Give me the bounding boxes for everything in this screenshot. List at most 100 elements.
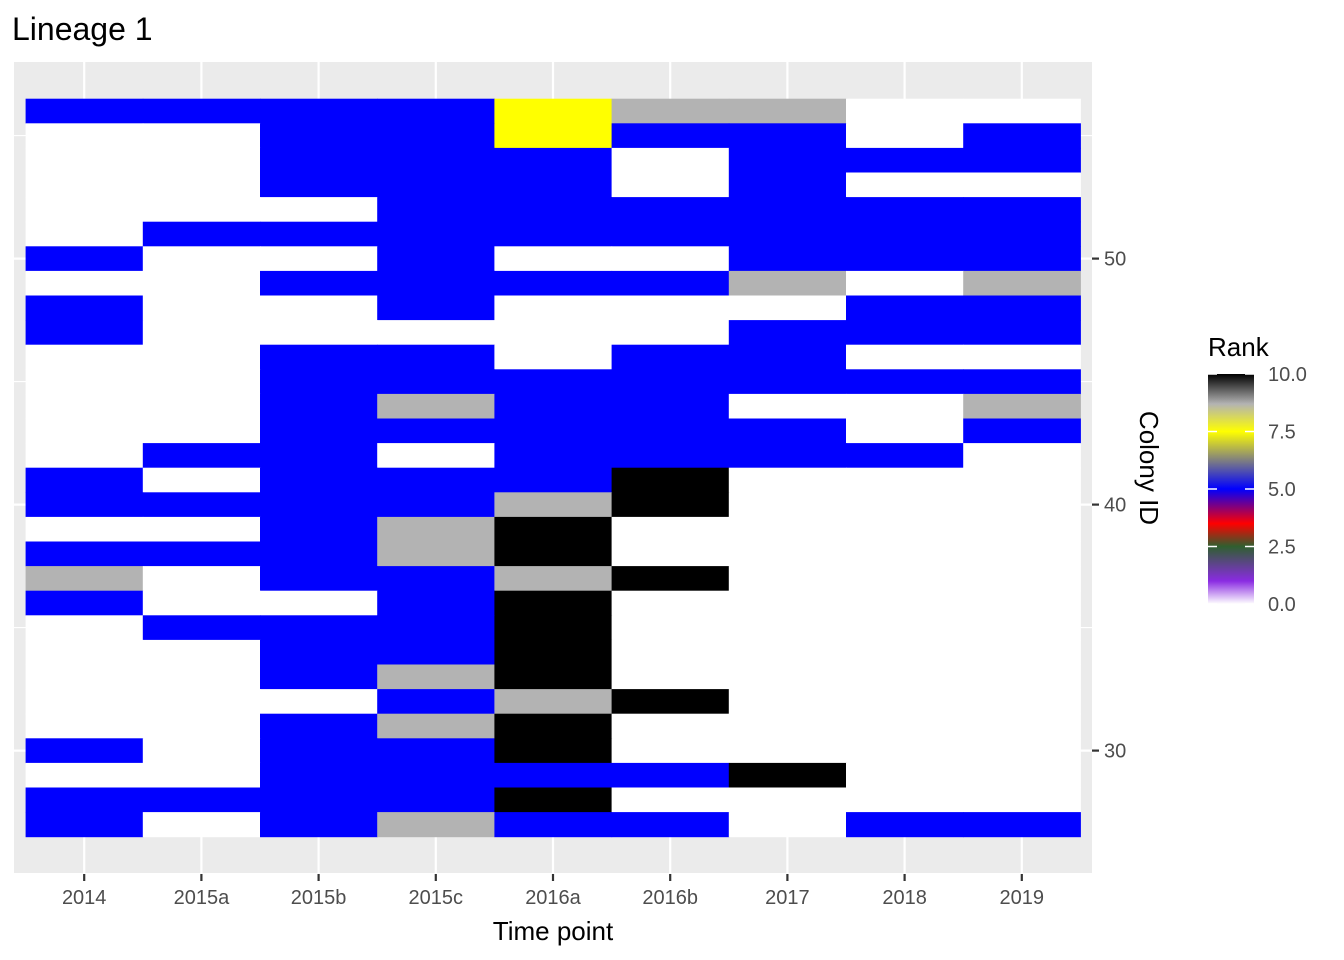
heatmap-cell bbox=[728, 713, 847, 739]
heatmap-cell bbox=[260, 492, 378, 518]
heatmap-cell bbox=[611, 664, 730, 690]
heatmap-cell bbox=[611, 295, 730, 321]
heatmap-cell bbox=[846, 812, 964, 838]
heatmap-cell bbox=[494, 221, 613, 247]
legend-tick-label: 2.5 bbox=[1268, 537, 1296, 559]
heatmap-cell bbox=[846, 516, 964, 542]
heatmap-cell bbox=[377, 812, 495, 838]
heatmap-cell bbox=[142, 787, 261, 813]
heatmap-cell bbox=[260, 369, 378, 395]
heatmap-cell bbox=[728, 418, 847, 444]
y-axis: 30 40 50 bbox=[1092, 249, 1126, 763]
heatmap-cell bbox=[25, 123, 144, 149]
heatmap-cell bbox=[260, 590, 378, 616]
heatmap-cell bbox=[377, 492, 495, 518]
heatmap-cell bbox=[260, 197, 378, 223]
heatmap-cell bbox=[377, 123, 495, 149]
heatmap-cell bbox=[25, 787, 144, 813]
heatmap-cell bbox=[25, 197, 144, 223]
heatmap-cell bbox=[963, 590, 1081, 616]
heatmap-cell bbox=[377, 738, 495, 764]
heatmap-cell bbox=[142, 172, 261, 198]
legend: Rank 0.0 2.5 5.0 7.5 10.0 bbox=[1208, 332, 1307, 616]
heatmap-cell bbox=[963, 270, 1081, 296]
heatmap-cell bbox=[142, 639, 261, 665]
heatmap-cell bbox=[846, 615, 964, 641]
heatmap-cell bbox=[494, 492, 613, 518]
heatmap-cell bbox=[846, 295, 964, 321]
heatmap-cell bbox=[142, 812, 261, 838]
heatmap-cell bbox=[728, 393, 847, 419]
heatmap-cell bbox=[611, 344, 730, 370]
heatmap-cell bbox=[377, 467, 495, 493]
heatmap-cell bbox=[494, 541, 613, 567]
heatmap-cell bbox=[494, 664, 613, 690]
heatmap-cell bbox=[963, 98, 1081, 124]
heatmap-cell bbox=[611, 516, 730, 542]
heatmap-cell bbox=[377, 689, 495, 715]
heatmap-cell bbox=[611, 320, 730, 346]
x-tick-label: 2014 bbox=[62, 887, 107, 909]
heatmap-cell bbox=[611, 147, 730, 173]
heatmap-cell bbox=[846, 320, 964, 346]
heatmap-cell bbox=[728, 147, 847, 173]
heatmap-cell bbox=[377, 246, 495, 272]
heatmap-cell bbox=[377, 270, 495, 296]
heatmap-cell bbox=[611, 615, 730, 641]
heatmap-cell bbox=[25, 393, 144, 419]
heatmap-cell bbox=[260, 147, 378, 173]
heatmap-cell bbox=[611, 787, 730, 813]
x-tick-label: 2016b bbox=[642, 887, 698, 909]
heatmap-cell bbox=[142, 418, 261, 444]
heatmap-cell bbox=[494, 172, 613, 198]
heatmap-cell bbox=[142, 615, 261, 641]
heatmap-cell bbox=[963, 369, 1081, 395]
heatmap-cell bbox=[25, 270, 144, 296]
heatmap-cell bbox=[142, 295, 261, 321]
heatmap-cell bbox=[377, 443, 495, 469]
heatmap-cell bbox=[846, 689, 964, 715]
heatmap-cell bbox=[728, 566, 847, 592]
x-axis-title: Time point bbox=[493, 916, 614, 946]
heatmap-cell bbox=[377, 418, 495, 444]
heatmap-cell bbox=[846, 344, 964, 370]
legend-tick-label: 7.5 bbox=[1268, 422, 1296, 444]
heatmap-cell bbox=[260, 270, 378, 296]
x-tick-label: 2016a bbox=[525, 887, 581, 909]
heatmap-cell bbox=[963, 320, 1081, 346]
heatmap-cell bbox=[377, 369, 495, 395]
heatmap-cell bbox=[846, 246, 964, 272]
heatmap-cell bbox=[494, 689, 613, 715]
heatmap-cell bbox=[260, 541, 378, 567]
heatmap-cell bbox=[846, 566, 964, 592]
heatmap-cell bbox=[25, 713, 144, 739]
heatmap-cell bbox=[260, 615, 378, 641]
heatmap-cell bbox=[142, 689, 261, 715]
heatmap-cell bbox=[611, 689, 730, 715]
heatmap-cell bbox=[494, 369, 613, 395]
x-tick-label: 2015c bbox=[409, 887, 464, 909]
heatmap-cell bbox=[963, 197, 1081, 223]
heatmap-cell bbox=[25, 516, 144, 542]
heatmap-cell bbox=[25, 566, 144, 592]
heatmap-cell bbox=[25, 492, 144, 518]
heatmap-cell bbox=[494, 197, 613, 223]
heatmap-cell bbox=[494, 787, 613, 813]
x-tick-label: 2019 bbox=[1000, 887, 1045, 909]
heatmap-cell bbox=[611, 123, 730, 149]
heatmap-cell bbox=[260, 639, 378, 665]
legend-ticks: 0.0 2.5 5.0 7.5 10.0 bbox=[1208, 364, 1307, 616]
heatmap-cell bbox=[25, 639, 144, 665]
heatmap-cell bbox=[377, 639, 495, 665]
heatmap-cell bbox=[963, 492, 1081, 518]
heatmap-cell bbox=[260, 320, 378, 346]
heatmap-cell bbox=[260, 812, 378, 838]
heatmap-cell bbox=[846, 393, 964, 419]
heatmap-cell bbox=[377, 590, 495, 616]
heatmap-cell bbox=[260, 738, 378, 764]
heatmap-cell bbox=[728, 812, 847, 838]
heatmap-cell bbox=[846, 467, 964, 493]
heatmap-cell bbox=[963, 123, 1081, 149]
heatmap-cell bbox=[142, 590, 261, 616]
heatmap-cell bbox=[142, 566, 261, 592]
